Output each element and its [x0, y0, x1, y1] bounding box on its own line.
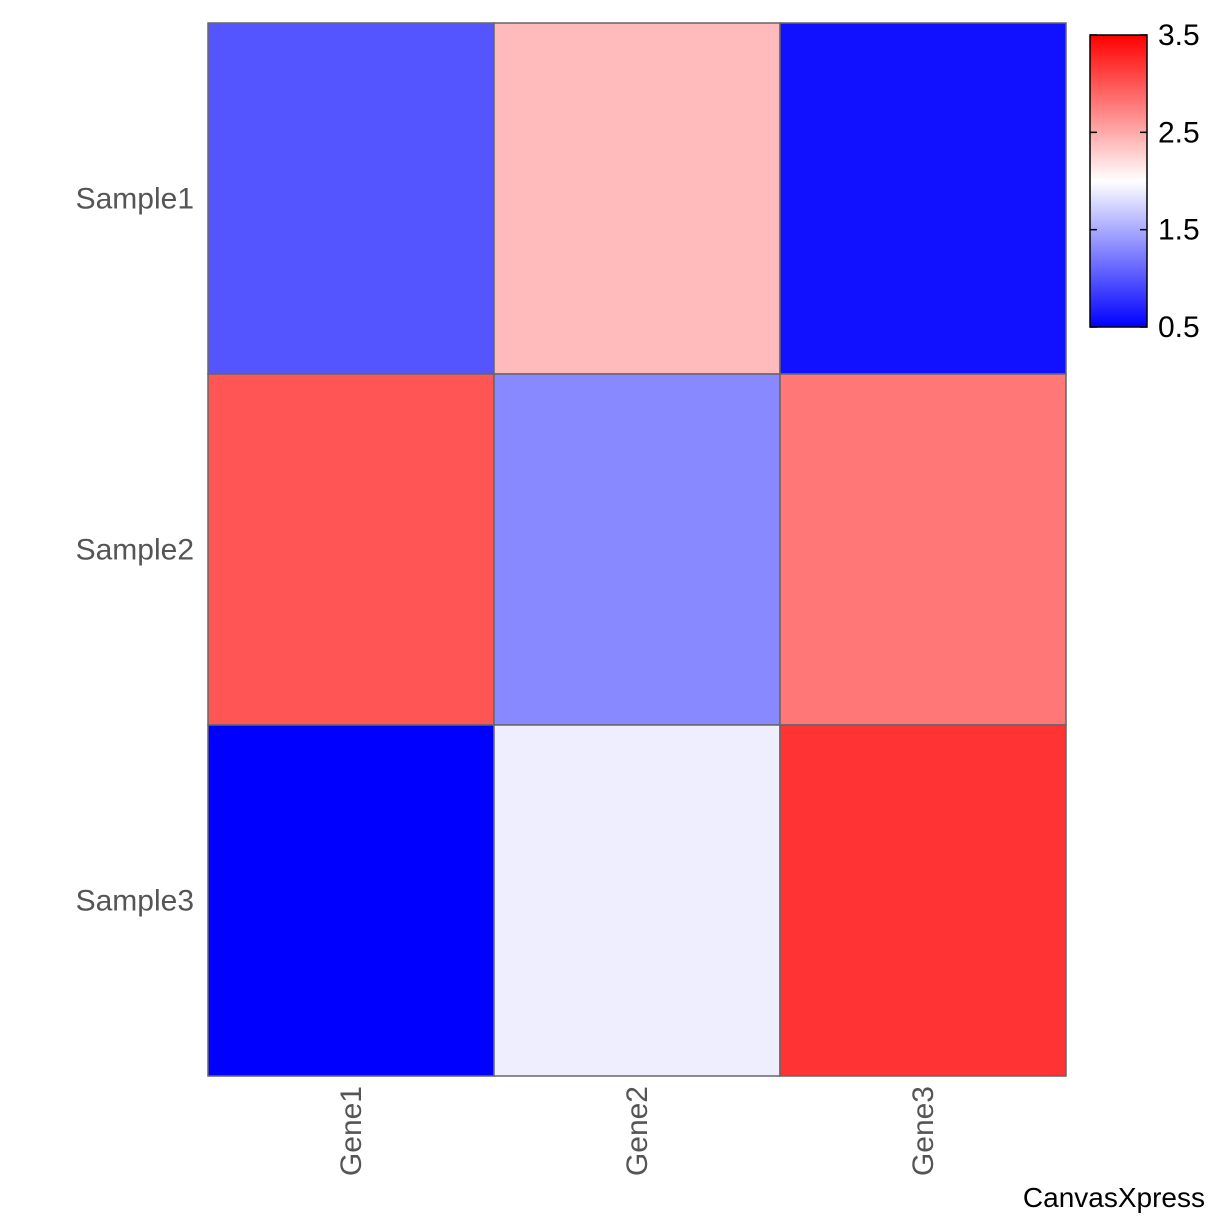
heatmap-cells [207, 22, 1067, 1077]
color-legend: 3.5 2.5 1.5 0.5 [1089, 19, 1200, 344]
column-label: Gene2 [621, 1086, 654, 1176]
legend-tick-label: 1.5 [1158, 214, 1200, 247]
row-label: Sample3 [76, 885, 194, 918]
watermark: CanvasXpress [1023, 1182, 1205, 1213]
row-label: Sample2 [76, 534, 194, 567]
legend-tick-label: 2.5 [1158, 116, 1200, 149]
heatmap-cell-sample1-gene3 [779, 22, 1067, 375]
column-label: Gene3 [907, 1086, 940, 1176]
heatmap-cell-sample2-gene3 [779, 373, 1067, 726]
row-labels: Sample1 Sample2 Sample3 [76, 183, 194, 918]
heatmap-cell-sample2-gene1 [207, 373, 495, 726]
heatmap-cell-sample3-gene3 [779, 724, 1067, 1077]
legend-tick-label: 0.5 [1158, 311, 1200, 344]
heatmap-cell-sample2-gene2 [493, 373, 781, 726]
heatmap-cell-sample1-gene1 [207, 22, 495, 375]
color-legend-bar [1089, 34, 1148, 328]
legend-tick-label: 3.5 [1158, 19, 1200, 52]
heatmap-cell-sample3-gene2 [493, 724, 781, 1077]
heatmap-cell-sample3-gene1 [207, 724, 495, 1077]
column-label: Gene1 [335, 1086, 368, 1176]
column-labels: Gene1 Gene2 Gene3 [335, 1086, 940, 1176]
color-legend-ticks: 3.5 2.5 1.5 0.5 [1090, 19, 1200, 344]
heatmap-cell-sample1-gene2 [493, 22, 781, 375]
row-label: Sample1 [76, 183, 194, 216]
